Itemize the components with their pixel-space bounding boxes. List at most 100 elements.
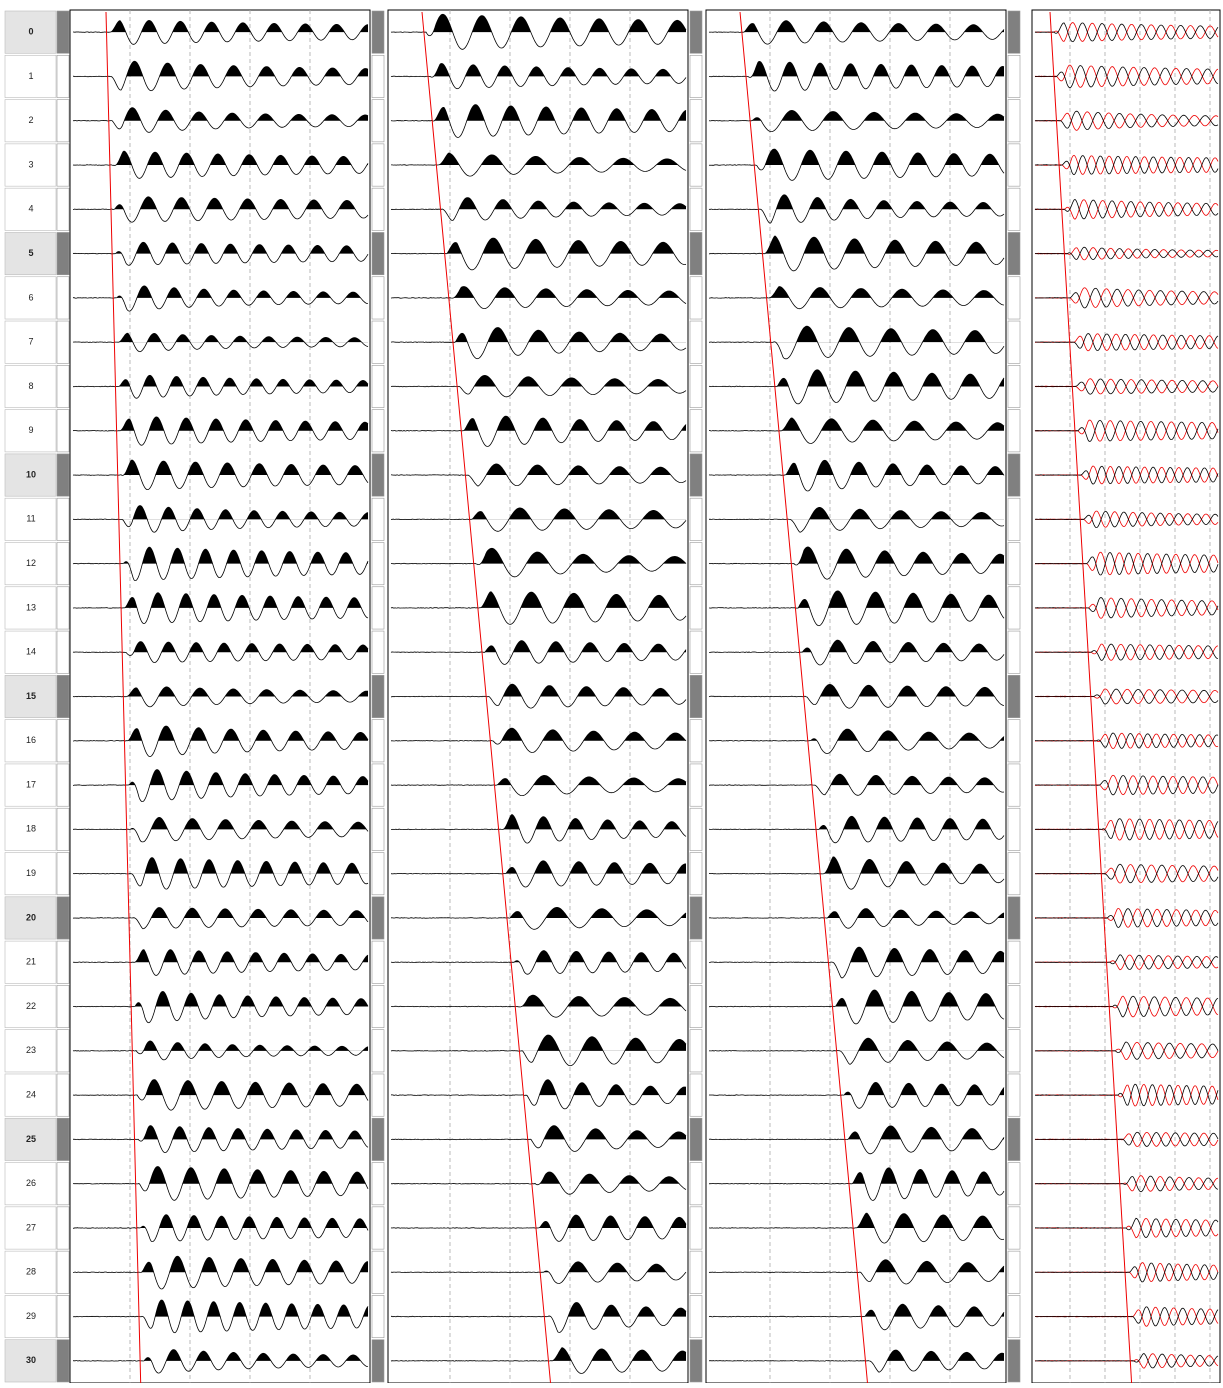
trace-wiggle bbox=[708, 773, 1005, 796]
row-marker bbox=[371, 232, 385, 276]
row-label-cell bbox=[4, 1295, 57, 1339]
row-marker bbox=[1007, 675, 1021, 718]
row-marker bbox=[56, 1250, 70, 1294]
trace-wiggle-red bbox=[1034, 199, 1219, 220]
row-marker bbox=[1007, 409, 1021, 453]
trace-wiggle bbox=[1034, 775, 1219, 796]
trace-wiggle bbox=[390, 1347, 687, 1374]
row-label: 4 bbox=[28, 204, 33, 214]
trace-fill bbox=[709, 816, 1004, 830]
row-label-cell bbox=[4, 54, 57, 98]
trace-wiggle bbox=[1034, 552, 1219, 576]
row-marker bbox=[371, 1029, 385, 1073]
trace-fill bbox=[391, 375, 686, 387]
row-marker bbox=[56, 453, 70, 497]
row-marker bbox=[371, 1250, 385, 1294]
trace-wiggle bbox=[708, 60, 1005, 92]
trace-fill bbox=[73, 1040, 368, 1051]
trace-fill bbox=[73, 726, 368, 741]
row-marker bbox=[1007, 320, 1021, 364]
row-marker bbox=[56, 276, 70, 320]
trace-wiggle bbox=[72, 285, 369, 312]
trace-wiggle bbox=[390, 774, 687, 796]
row-label-cell bbox=[4, 453, 57, 497]
trace-wiggle bbox=[1034, 110, 1219, 131]
trace-fill bbox=[73, 505, 368, 520]
trace-wiggle bbox=[708, 815, 1005, 844]
trace-fill bbox=[709, 990, 1004, 1007]
trace-wiggle bbox=[72, 1125, 369, 1154]
row-marker bbox=[56, 852, 70, 896]
row-marker bbox=[1007, 896, 1021, 940]
row-marker bbox=[56, 763, 70, 807]
row-marker bbox=[1007, 1339, 1021, 1383]
trace-wiggle bbox=[73, 1255, 369, 1290]
trace-wiggle bbox=[1034, 198, 1219, 220]
trace-wiggle bbox=[72, 857, 369, 890]
row-label-cell bbox=[4, 1206, 57, 1250]
row-marker bbox=[371, 586, 385, 630]
trace-wiggle bbox=[1034, 863, 1219, 884]
trace-wiggle bbox=[708, 20, 1005, 45]
trace-wiggle bbox=[72, 907, 369, 930]
trace-wiggle bbox=[709, 639, 1005, 666]
trace-wiggle bbox=[1034, 22, 1219, 43]
row-label-cell bbox=[4, 276, 57, 320]
trace-wiggle bbox=[708, 369, 1005, 405]
trace-fill bbox=[709, 729, 1004, 741]
row-marker bbox=[371, 1162, 385, 1206]
trace-wiggle bbox=[390, 237, 687, 271]
trace-wiggle bbox=[1035, 1217, 1219, 1238]
trace-wiggle bbox=[390, 547, 687, 578]
row-label-cell bbox=[4, 586, 57, 630]
trace-fill bbox=[73, 285, 368, 298]
trace-wiggle bbox=[72, 196, 369, 223]
trace-wiggle bbox=[390, 950, 687, 975]
row-marker bbox=[689, 1029, 703, 1073]
row-marker bbox=[689, 1117, 703, 1161]
trace-wiggle bbox=[72, 949, 369, 976]
trace-wiggle bbox=[1034, 1131, 1219, 1147]
row-marker bbox=[371, 542, 385, 586]
row-marker bbox=[689, 276, 703, 320]
row-marker bbox=[56, 1073, 70, 1117]
row-label-cell bbox=[4, 10, 57, 54]
trace-fill bbox=[709, 460, 1004, 476]
trace-fill bbox=[391, 775, 686, 786]
trace-wiggle bbox=[709, 235, 1005, 272]
trace-wiggle bbox=[1034, 378, 1219, 395]
row-marker bbox=[1007, 365, 1021, 408]
trace-wiggle bbox=[73, 505, 369, 533]
row-label-cell bbox=[4, 807, 57, 851]
row-marker bbox=[56, 1117, 70, 1161]
row-marker bbox=[689, 1073, 703, 1117]
trace-wiggle bbox=[72, 1079, 369, 1111]
row-marker bbox=[1007, 763, 1021, 807]
row-marker bbox=[56, 1162, 70, 1206]
trace-wiggle bbox=[1034, 908, 1219, 928]
row-marker bbox=[689, 1162, 703, 1206]
row-marker bbox=[56, 320, 70, 364]
row-marker bbox=[1007, 54, 1021, 98]
trace-wiggle bbox=[391, 152, 687, 177]
trace-wiggle bbox=[390, 591, 687, 625]
row-marker bbox=[1007, 232, 1021, 276]
trace-fill bbox=[391, 860, 686, 874]
row-label: 6 bbox=[28, 292, 33, 302]
trace-wiggle bbox=[390, 1214, 687, 1242]
row-marker bbox=[56, 187, 70, 231]
row-marker bbox=[1007, 276, 1021, 320]
trace-fill bbox=[709, 235, 1004, 254]
row-marker bbox=[371, 719, 385, 763]
trace-wiggle bbox=[72, 990, 369, 1024]
trace-wiggle bbox=[390, 1079, 687, 1110]
row-marker bbox=[1007, 719, 1021, 763]
trace-wiggle bbox=[708, 1303, 1005, 1331]
row-marker bbox=[689, 763, 703, 807]
trace-wiggle bbox=[708, 109, 1005, 133]
row-marker bbox=[56, 1206, 70, 1250]
trace-fill bbox=[709, 1213, 1004, 1228]
row-label: 2 bbox=[28, 115, 33, 125]
trace-wiggle bbox=[390, 1171, 687, 1195]
trace-wiggle bbox=[708, 1349, 1005, 1373]
